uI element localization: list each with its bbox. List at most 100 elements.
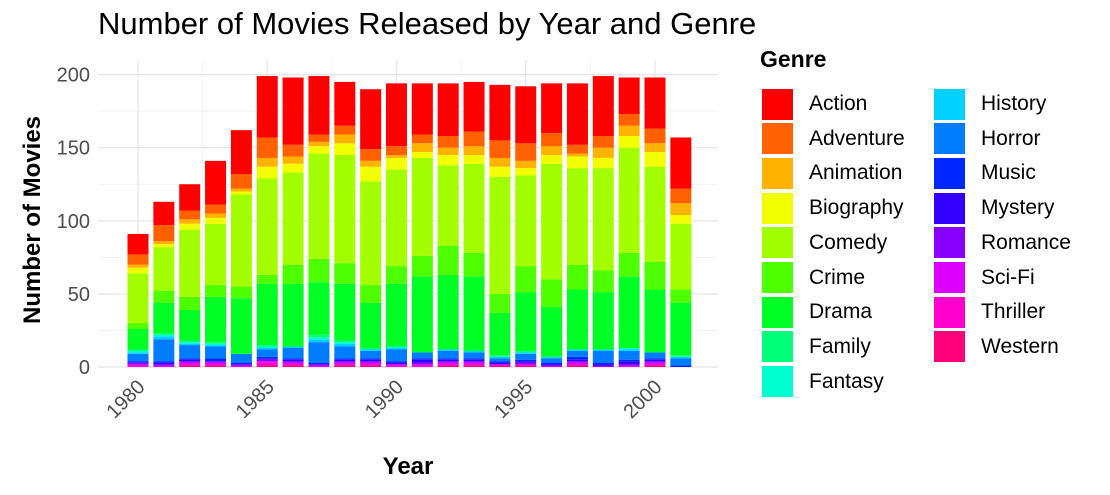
legend-item-adventure: Adventure xyxy=(762,123,905,155)
bar-western-1989 xyxy=(360,365,382,367)
legend-label: Horror xyxy=(981,126,1041,150)
bar-animation-1990 xyxy=(386,155,407,158)
bar-mystery-1986 xyxy=(282,359,304,362)
chart-plot: 0 50 100 150 200 1980 1985 1990 1995 2000 Year Nu… xyxy=(19,60,718,480)
bar-comedy-1990 xyxy=(386,169,407,267)
bar-biography-1984 xyxy=(230,191,252,195)
bar-thriller-1992 xyxy=(437,364,459,366)
bar-thriller-1989 xyxy=(360,364,382,366)
bar-adventure-1991 xyxy=(411,134,433,144)
bar-adventure-1982 xyxy=(179,210,201,220)
bar-western-1992 xyxy=(437,365,459,367)
bar-horror-2000 xyxy=(644,352,666,359)
bar-family-1995 xyxy=(515,350,537,353)
legend-label: Comedy xyxy=(809,230,888,254)
bar-thriller-1993 xyxy=(463,364,485,366)
bar-history-1996 xyxy=(541,356,563,359)
bar-drama-1999 xyxy=(618,276,640,348)
bar-comedy-1999 xyxy=(618,147,640,253)
bar-horror-1993 xyxy=(463,352,485,359)
bar-sci-fi-1987 xyxy=(308,365,330,367)
bar-thriller-1990 xyxy=(386,365,407,367)
legend-item-comedy: Comedy xyxy=(762,227,888,259)
bar-sci-fi-1997 xyxy=(566,362,588,365)
bar-romance-1981 xyxy=(153,364,175,366)
bar-horror-1991 xyxy=(411,352,433,359)
bar-crime-1997 xyxy=(566,264,588,290)
bar-action-1993 xyxy=(463,81,485,132)
bar-biography-1986 xyxy=(282,163,304,173)
bar-romance-1984 xyxy=(230,364,252,366)
bar-sci-fi-1986 xyxy=(282,362,304,365)
bar-music-1986 xyxy=(282,358,304,360)
bar-music-1989 xyxy=(360,358,382,360)
legend-label: Animation xyxy=(809,161,903,185)
bar-sci-fi-1993 xyxy=(463,362,485,365)
bar-family-2001 xyxy=(670,355,692,357)
bar-biography-1993 xyxy=(463,155,485,164)
legend-item-romance: Romance xyxy=(934,227,1071,259)
bar-adventure-1999 xyxy=(618,114,640,126)
bar-romance-1993 xyxy=(463,361,485,363)
bar-fantasy-1987 xyxy=(308,337,330,340)
legend-label: Family xyxy=(809,334,871,358)
bar-adventure-1989 xyxy=(360,149,382,161)
bar-sci-fi-1984 xyxy=(230,365,252,367)
legend-item-action: Action xyxy=(762,88,867,120)
bar-drama-1998 xyxy=(592,292,614,350)
legend-swatch xyxy=(934,157,965,189)
bar-action-1987 xyxy=(308,76,330,135)
legend-label: Mystery xyxy=(981,196,1055,220)
bar-comedy-1984 xyxy=(230,194,252,287)
bar-drama-1994 xyxy=(489,312,511,356)
bar-comedy-1997 xyxy=(566,168,588,265)
bar-animation-1992 xyxy=(437,147,459,156)
bar-drama-1984 xyxy=(230,298,252,354)
bar-mystery-1985 xyxy=(256,358,278,360)
bar-adventure-1984 xyxy=(230,174,252,189)
bar-comedy-1989 xyxy=(360,181,382,286)
bar-music-1998 xyxy=(592,362,614,365)
bar-fantasy-1999 xyxy=(618,347,640,350)
bar-romance-2000 xyxy=(644,361,666,363)
bar-romance-1987 xyxy=(308,364,330,366)
bar-drama-1980 xyxy=(127,328,149,350)
bar-action-2000 xyxy=(644,77,666,129)
bar-drama-1989 xyxy=(360,302,382,348)
bar-romance-1983 xyxy=(205,361,227,363)
bar-biography-1994 xyxy=(489,166,511,177)
bar-adventure-2000 xyxy=(644,128,666,144)
bar-music-1987 xyxy=(308,362,330,365)
bar-crime-1994 xyxy=(489,293,511,313)
bar-history-1995 xyxy=(515,352,537,354)
bar-adventure-1988 xyxy=(334,125,356,135)
legend-label: Adventure xyxy=(809,126,905,150)
bar-mystery-1997 xyxy=(566,359,588,362)
bar-biography-1983 xyxy=(205,217,227,224)
bar-animation-1991 xyxy=(411,143,433,153)
bar-history-1987 xyxy=(308,339,330,343)
bar-biography-1999 xyxy=(618,136,640,148)
bar-comedy-1987 xyxy=(308,153,330,259)
bar-biography-1985 xyxy=(256,166,278,179)
bar-biography-1998 xyxy=(592,157,614,169)
legend-label: Western xyxy=(981,334,1059,358)
bar-drama-1985 xyxy=(256,283,278,346)
bar-horror-1989 xyxy=(360,350,382,359)
bar-crime-1980 xyxy=(127,323,149,329)
bar-crime-1986 xyxy=(282,264,304,284)
bar-biography-1991 xyxy=(411,152,433,158)
bar-comedy-1995 xyxy=(515,175,537,267)
legend-swatch xyxy=(934,88,965,120)
bar-biography-1996 xyxy=(541,155,563,164)
bar-action-1998 xyxy=(592,76,614,137)
legend-swatch xyxy=(762,262,793,293)
bar-horror-1983 xyxy=(205,346,227,359)
bar-action-2001 xyxy=(670,137,692,189)
bar-action-1982 xyxy=(179,184,201,211)
bar-sci-fi-2000 xyxy=(644,362,666,365)
bar-romance-1982 xyxy=(179,361,201,363)
bar-action-1980 xyxy=(127,233,149,255)
bar-sci-fi-1996 xyxy=(541,365,563,367)
bar-horror-1990 xyxy=(386,349,407,362)
